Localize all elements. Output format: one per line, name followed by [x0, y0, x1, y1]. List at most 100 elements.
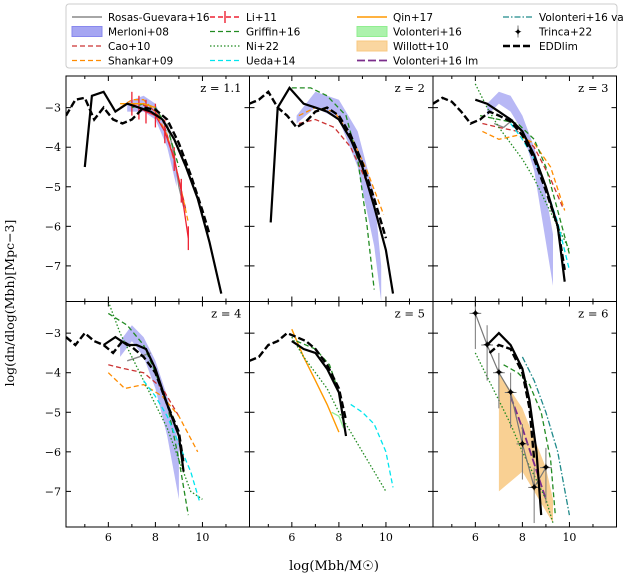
legend-swatch [71, 26, 103, 37]
x-tick-label: 8 [335, 531, 342, 544]
panels: z = 1.1 −3 −4 −5 −6 −7 z = 2 z = 3 z = 4 6 8 10 −3 −4… [45, 75, 617, 544]
legend-entry: Cao+10 [72, 41, 150, 53]
x-tick-label: 10 [379, 531, 393, 544]
legend-entry: Volonteri+16 van [503, 12, 623, 24]
panel-plot: ✦✦✦✦✦✦✦ [469, 301, 571, 524]
x-tick-label: 10 [195, 531, 209, 544]
x-tick-label: 8 [152, 531, 159, 544]
series-model [269, 86, 395, 294]
series-griffin-16 [503, 364, 556, 516]
panel: z = 1.1 −3 −4 −5 −6 −7 [45, 75, 250, 302]
legend-entry: Shankar+09 [72, 56, 173, 68]
legend-label: Volonteri+16 van [539, 12, 623, 24]
legend-entry: Volonteri+16 [356, 26, 462, 39]
series-griffin-16 [296, 340, 347, 437]
series-model [102, 335, 185, 472]
panel-label: z = 4 [211, 307, 241, 321]
legend-label: Ueda+14 [246, 56, 296, 68]
legend-frame [65, 3, 618, 69]
y-tick-label: −3 [45, 102, 61, 115]
panel-plot [66, 90, 223, 294]
series-griffin-16 [291, 87, 375, 290]
series-eddlim [66, 331, 185, 464]
x-tick-label: 10 [562, 531, 576, 544]
trinca-point: ✦ [529, 480, 539, 494]
y-tick-label: −6 [45, 220, 61, 233]
legend: Rosas-Guevara+16 Merloni+08 Cao+10 Shankar+… [65, 3, 623, 69]
legend-label: Qin+17 [393, 12, 433, 24]
series-li-11 [131, 103, 189, 239]
legend-label: Volonteri+16 lm [393, 56, 478, 68]
x-tick-label: 8 [519, 531, 526, 544]
panel-label: z = 5 [395, 307, 425, 321]
legend-entry: Griffin+16 [210, 27, 301, 39]
legend-swatch-star: ✦ [514, 27, 523, 39]
series-griffin-16 [479, 114, 571, 255]
panel-plot [433, 83, 571, 286]
series-model [291, 340, 348, 437]
y-tick-label: −5 [45, 406, 61, 419]
legend-label: Rosas-Guevara+16 [108, 12, 210, 24]
panel-plot [249, 328, 394, 492]
series-model [474, 98, 566, 282]
y-tick-label: −7 [45, 260, 61, 273]
series-ni-22 [107, 301, 203, 500]
series-eddlim [488, 343, 536, 460]
panel-label: z = 6 [578, 307, 608, 321]
legend-entry: Qin+17 [357, 12, 433, 24]
legend-entry: Li+11 [210, 11, 277, 24]
series-ni-22 [474, 83, 570, 251]
x-axis-label: log(Mbh/M☉) [289, 559, 379, 574]
band-merloni-08 [296, 91, 382, 302]
panel-frame [432, 301, 617, 528]
legend-entry: Ueda+14 [210, 56, 296, 68]
series-ni-22 [291, 336, 387, 492]
series-shankar-09 [107, 372, 199, 453]
series-shankar-09 [482, 130, 566, 211]
legend-label: Ni+22 [246, 41, 279, 53]
series-ni-22 [474, 352, 554, 524]
series-griffin-16 [107, 312, 189, 516]
panel-frame [249, 301, 434, 528]
panel-frame [65, 301, 250, 528]
series-eddlim [66, 96, 211, 235]
x-tick-label: 6 [105, 531, 112, 544]
panel: ✦✦✦✦✦✦✦z = 66 8 10 [432, 301, 617, 544]
trinca-point: ✦ [541, 461, 551, 475]
panel-label: z = 1.1 [200, 81, 241, 95]
legend-swatch [356, 40, 388, 52]
panel-plot [249, 86, 395, 302]
legend-label: Trinca+22 [538, 27, 592, 39]
series-volonteri-16-van [521, 356, 571, 516]
series-model [486, 331, 543, 516]
trinca-point: ✦ [494, 366, 504, 380]
legend-label: Griffin+16 [246, 27, 301, 39]
trinca-point: ✦ [482, 338, 492, 352]
panel-label: z = 3 [578, 81, 608, 95]
legend-entry: ✦ Trinca+22 [514, 25, 592, 39]
series-eddlim [249, 89, 388, 239]
series-rosas-guevara-16 [126, 352, 151, 362]
band-merloni-08 [487, 91, 553, 286]
trinca-point: ✦ [470, 306, 480, 320]
series-cao-10 [482, 122, 563, 207]
legend-entry: Ni+22 [210, 41, 279, 53]
series-ueda-14 [143, 380, 201, 504]
legend-entry: Merloni+08 [71, 26, 169, 39]
series-ueda-14 [350, 403, 394, 488]
legend-label: Shankar+09 [108, 56, 173, 68]
trinca-point: ✦ [517, 437, 527, 451]
legend-entry: Willott+10 [356, 40, 449, 53]
panel: z = 2 [249, 75, 434, 302]
series-eddlim [433, 96, 566, 271]
x-tick-label: 6 [472, 531, 479, 544]
trinca-point: ✦ [506, 385, 516, 399]
legend-swatch [356, 26, 388, 37]
series-cao-10 [108, 364, 180, 417]
panel: z = 5 6 8 10 [249, 301, 434, 544]
x-tick-label: 6 [288, 531, 295, 544]
series-volonteri-16-lm [509, 396, 547, 500]
y-tick-label: −4 [45, 141, 61, 154]
y-tick-label: −5 [45, 181, 61, 194]
